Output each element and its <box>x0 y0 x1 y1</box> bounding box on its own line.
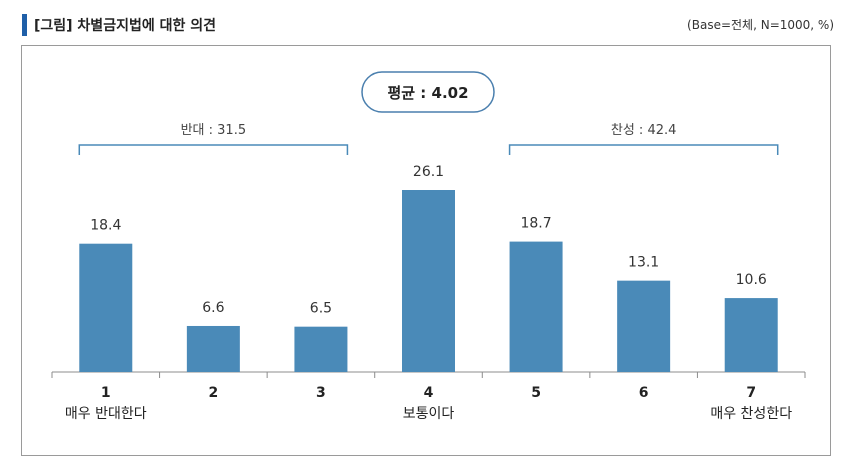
group-label: 찬성 : 42.4 <box>611 123 677 138</box>
base-note: (Base=전체, N=1000, %) <box>687 18 834 32</box>
bar <box>186 325 240 372</box>
bar-value-label: 6.6 <box>202 300 224 316</box>
bar-value-label: 18.7 <box>520 216 551 232</box>
bar <box>617 280 671 372</box>
average-label: 평균 : 4.02 <box>387 84 468 102</box>
bar <box>724 298 778 372</box>
x-tick-label: 4 <box>424 385 434 401</box>
chart-frame <box>21 45 831 456</box>
average-badge-outline <box>361 71 495 113</box>
group-bracket <box>508 144 779 155</box>
x-tick-label: 2 <box>208 385 218 401</box>
x-tick-label: 6 <box>639 385 649 401</box>
bar-value-label: 10.6 <box>736 272 767 288</box>
bar-value-label: 6.5 <box>310 301 332 317</box>
bar-value-label: 26.1 <box>413 164 444 180</box>
x-tick-label: 1 <box>101 385 111 401</box>
group-label: 반대 : 31.5 <box>181 123 247 138</box>
average-badge: 평균 : 4.02 <box>361 71 495 113</box>
group-bracket <box>78 144 349 155</box>
bar-value-label: 13.1 <box>628 255 659 271</box>
x-tick-sublabel: 매우 반대한다 <box>65 406 147 422</box>
bar <box>294 326 348 372</box>
bar <box>402 190 455 372</box>
figure-header: [그림] 차별금지법에 대한 의견 (Base=전체, N=1000, %) <box>0 0 846 44</box>
x-tick-sublabel: 매우 찬성한다 <box>710 406 792 422</box>
figure-title: [그림] 차별금지법에 대한 의견 <box>34 18 216 34</box>
bar <box>509 241 563 372</box>
bar-value-label: 18.4 <box>90 218 121 234</box>
x-tick-sublabel: 보통이다 <box>403 406 455 422</box>
x-tick-label: 3 <box>316 385 326 401</box>
bar <box>79 243 133 372</box>
title-marker <box>22 14 27 36</box>
x-tick-label: 5 <box>531 385 541 401</box>
x-tick-label: 7 <box>746 385 756 401</box>
